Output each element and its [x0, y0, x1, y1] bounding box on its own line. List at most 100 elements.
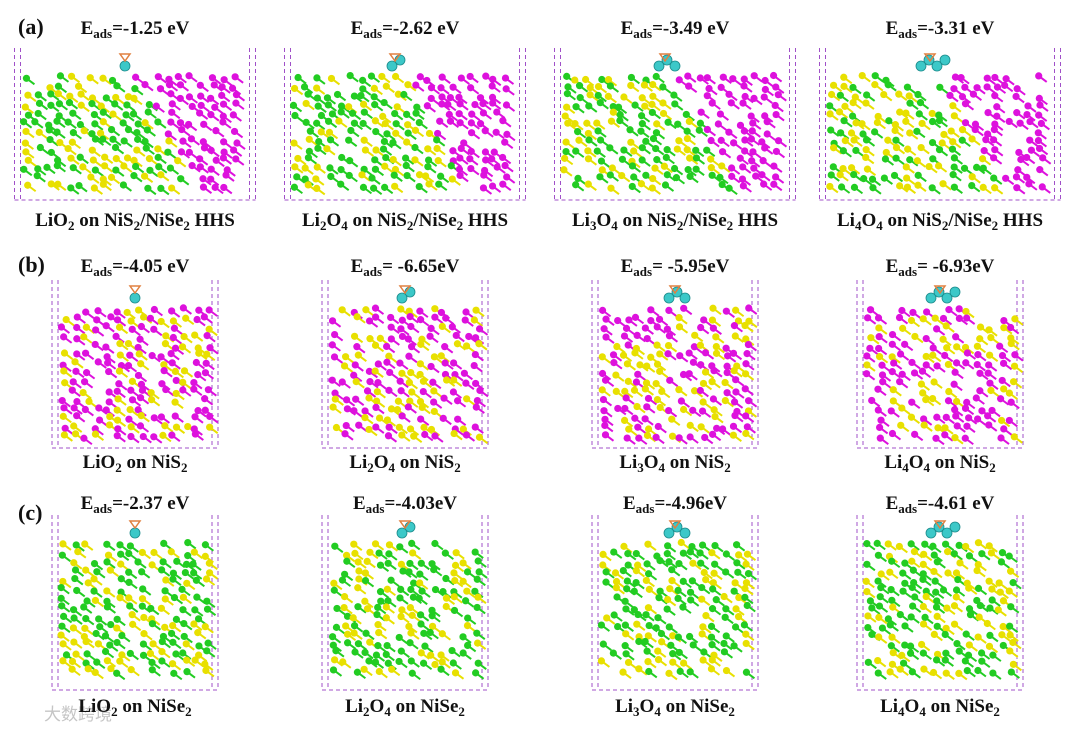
atom	[649, 174, 657, 183]
atom	[961, 100, 970, 108]
adsorption-energy: Eads= -6.93eV	[885, 256, 995, 279]
atom	[871, 81, 879, 89]
atom	[612, 577, 621, 586]
atom	[908, 668, 916, 676]
atom	[429, 378, 437, 386]
atom	[343, 639, 352, 647]
atom	[710, 367, 718, 375]
atom	[103, 597, 111, 605]
atom	[124, 93, 133, 101]
li-atom	[129, 292, 141, 304]
atom	[1006, 647, 1014, 655]
atom	[731, 623, 740, 631]
atom	[329, 403, 337, 411]
atom	[722, 344, 730, 352]
atom	[864, 612, 872, 620]
atom	[993, 103, 1001, 111]
atom	[131, 85, 139, 93]
atom	[141, 81, 149, 89]
atom	[502, 101, 511, 109]
atom	[933, 558, 941, 566]
atom	[862, 577, 870, 585]
atom	[1035, 72, 1043, 80]
atom	[372, 127, 380, 136]
atom	[635, 434, 643, 442]
atom	[471, 350, 479, 359]
atom	[219, 100, 228, 108]
atom	[961, 434, 969, 442]
atom	[613, 342, 621, 351]
atom	[722, 307, 730, 315]
atom	[448, 323, 456, 331]
atom	[35, 128, 43, 136]
atom	[999, 622, 1007, 631]
atom	[407, 657, 415, 665]
atom	[415, 182, 423, 191]
atom	[113, 615, 121, 623]
atom	[468, 110, 476, 118]
atom	[692, 154, 701, 162]
atom	[306, 127, 314, 135]
atom	[696, 549, 704, 557]
atom	[932, 603, 941, 611]
atom	[405, 352, 413, 360]
atom	[206, 344, 214, 352]
atom	[935, 146, 944, 154]
atom	[59, 361, 67, 369]
atom	[710, 406, 718, 414]
atom	[727, 99, 735, 107]
atom	[157, 171, 165, 179]
atom	[199, 175, 207, 183]
atom	[160, 361, 168, 369]
atom	[708, 316, 717, 324]
atom	[408, 539, 416, 547]
atom	[987, 386, 995, 395]
atom	[370, 93, 378, 101]
atom	[471, 100, 479, 109]
atom	[978, 155, 987, 163]
atom	[914, 90, 922, 99]
atom	[421, 430, 429, 439]
atom	[95, 615, 103, 623]
atom	[1000, 425, 1008, 433]
atom	[929, 668, 938, 677]
atom	[985, 326, 993, 334]
atom	[647, 316, 655, 325]
atom	[633, 402, 641, 411]
atom	[677, 538, 685, 547]
atom	[827, 171, 835, 179]
atom	[324, 101, 332, 109]
atom	[607, 184, 615, 192]
atom	[675, 386, 683, 394]
atom	[909, 566, 917, 574]
atom	[943, 344, 951, 352]
atom	[1007, 323, 1015, 332]
atom	[858, 72, 866, 80]
atom	[176, 81, 185, 89]
atom	[888, 633, 896, 641]
atom	[1011, 351, 1019, 359]
atom	[382, 650, 390, 659]
atom	[490, 148, 498, 156]
atom	[668, 415, 676, 423]
atom	[132, 73, 140, 81]
atom	[679, 603, 687, 611]
atom	[431, 539, 439, 548]
atom	[903, 183, 912, 191]
atom	[459, 633, 467, 641]
atom	[197, 101, 205, 110]
atom	[220, 76, 228, 84]
atom	[644, 425, 653, 433]
atom	[619, 351, 628, 359]
atom	[686, 668, 694, 676]
atom	[888, 557, 896, 565]
atom	[826, 102, 834, 110]
atom	[902, 109, 910, 117]
atom	[361, 597, 369, 605]
atom	[382, 82, 390, 90]
atom	[467, 129, 476, 137]
structure-caption: LiO2 on NiS2/NiSe2 HHS	[35, 210, 235, 233]
atom	[99, 175, 107, 183]
atom	[939, 180, 947, 188]
atom	[82, 637, 90, 646]
